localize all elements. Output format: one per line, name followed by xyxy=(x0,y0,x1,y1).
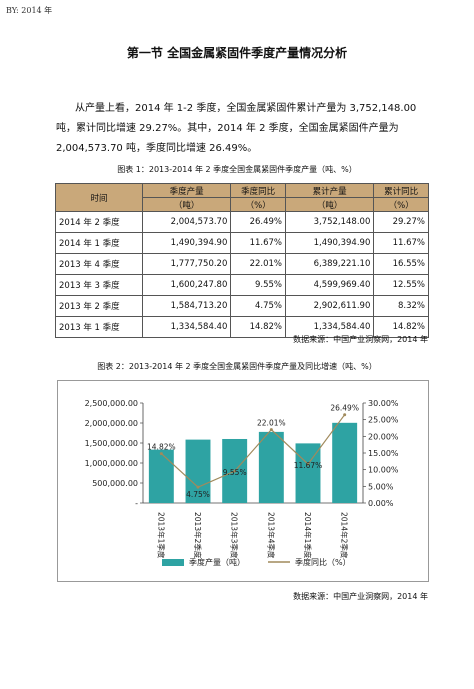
cell-time: 2014 年 1 季度 xyxy=(55,232,143,254)
bar xyxy=(185,439,211,503)
yoy-point xyxy=(159,452,163,456)
production-table: 时间 季度产量 季度同比 累计产量 累计同比 （吨） （%） （吨） （%） 2… xyxy=(55,183,429,338)
cell-time: 2013 年 1 季度 xyxy=(55,316,143,338)
yoy-point xyxy=(343,413,347,417)
header-unit: （吨） xyxy=(141,197,232,212)
byline: BY: 2014 年 xyxy=(6,6,53,15)
table-row: 2013 年 3 季度 1,600,247.80 9.55% 4,599,969.40… xyxy=(55,274,429,296)
yoy-line xyxy=(160,414,346,488)
intro-paragraph: 从产量上看，2014 年 1-2 季度，全国金属紧固件累计产量为 3,752,1… xyxy=(56,103,417,154)
right-axis-tick-label: 20.00% xyxy=(368,432,399,441)
table-row: 2013 年 1 季度 1,334,584.40 14.82% 1,334,584.4… xyxy=(55,316,429,338)
bar xyxy=(258,431,284,503)
legend-line-label: 季度同比（%） xyxy=(295,557,351,567)
legend-bar-label: 季度产量（吨） xyxy=(189,557,245,567)
header-quarter-output: 季度产量 xyxy=(141,183,232,198)
table-row: 2014 年 1 季度 1,490,394.90 11.67% 1,490,394.9… xyxy=(55,232,429,254)
cell-cumulative-yoy: 8.32% xyxy=(373,295,429,317)
x-category-label: 2014年1季度 xyxy=(303,512,313,559)
cell-quarter-yoy: 26.49% xyxy=(230,211,286,233)
cell-quarter-yoy: 22.01% xyxy=(230,253,286,275)
table-source: 数据来源：中国产业洞察网，2014 年 xyxy=(293,335,428,344)
left-axis-tick-label: 1,500,000.00 xyxy=(85,439,138,448)
right-axis-tick-label: 10.00% xyxy=(368,466,399,475)
cell-cumulative-output: 1,490,394.90 xyxy=(284,232,375,254)
x-category-label: 2013年2季度 xyxy=(193,512,203,559)
cell-quarter-output: 2,004,573.70 xyxy=(141,211,232,233)
right-axis-tick-label: 15.00% xyxy=(368,449,399,458)
yoy-data-label: 11.67% xyxy=(294,461,323,470)
x-category-label: 2013年1季度 xyxy=(156,512,166,559)
right-axis-tick-label: 25.00% xyxy=(368,416,399,425)
left-axis-tick-label: 1,000,000.00 xyxy=(85,459,138,468)
yoy-point xyxy=(233,469,237,473)
cell-cumulative-output: 4,599,969.40 xyxy=(284,274,375,296)
x-category-label: 2013年3季度 xyxy=(230,512,240,559)
cell-cumulative-output: 3,752,148.00 xyxy=(284,211,375,233)
cell-time: 2013 年 4 季度 xyxy=(55,253,143,275)
table-row: 2013 年 4 季度 1,777,750.20 22.01% 6,389,221.1… xyxy=(55,253,429,275)
cell-quarter-output: 1,600,247.80 xyxy=(141,274,232,296)
header-unit: （%） xyxy=(230,197,286,212)
bar xyxy=(148,449,174,503)
table-caption: 图表 1：2013-2014 年 2 季度全国金属紧固件季度产量（吨、%） xyxy=(117,165,357,174)
cell-cumulative-output: 1,334,584.40 xyxy=(284,316,375,338)
yoy-point xyxy=(196,485,200,489)
left-axis-tick-label: - xyxy=(135,499,138,508)
yoy-point xyxy=(306,462,310,466)
cell-quarter-output: 1,334,584.40 xyxy=(141,316,232,338)
right-axis-tick-label: 30.00% xyxy=(368,399,399,408)
cell-cumulative-yoy: 29.27% xyxy=(373,211,429,233)
header-unit: （吨） xyxy=(284,197,375,212)
cell-time: 2014 年 2 季度 xyxy=(55,211,143,233)
cell-quarter-yoy: 9.55% xyxy=(230,274,286,296)
yoy-data-label: 14.82% xyxy=(147,443,176,452)
cell-time: 2013 年 2 季度 xyxy=(55,295,143,317)
cell-quarter-output: 1,490,394.90 xyxy=(141,232,232,254)
yoy-data-label: 9.55% xyxy=(223,468,247,477)
left-axis-tick-label: 500,000.00 xyxy=(92,479,138,488)
header-cumulative-yoy: 累计同比 xyxy=(373,183,429,198)
table-header-row: 时间 季度产量 季度同比 累计产量 累计同比 xyxy=(55,183,429,212)
cell-cumulative-yoy: 14.82% xyxy=(373,316,429,338)
legend-bar-swatch xyxy=(162,559,184,566)
right-axis-tick-label: 5.00% xyxy=(368,482,394,491)
cell-quarter-output: 1,777,750.20 xyxy=(141,253,232,275)
header-time: 时间 xyxy=(55,183,143,212)
chart-source: 数据来源：中国产业洞察网，2014 年 xyxy=(293,592,428,601)
x-category-label: 2014年2季度 xyxy=(340,512,350,559)
cell-time: 2013 年 3 季度 xyxy=(55,274,143,296)
x-category-label: 2013年4季度 xyxy=(266,512,276,559)
cell-quarter-yoy: 11.67% xyxy=(230,232,286,254)
header-unit: （%） xyxy=(373,197,429,212)
cell-cumulative-output: 6,389,221.10 xyxy=(284,253,375,275)
header-cumulative-output: 累计产量 xyxy=(284,183,375,198)
cell-cumulative-yoy: 11.67% xyxy=(373,232,429,254)
left-axis-tick-label: 2,000,000.00 xyxy=(85,419,138,428)
table-row: 2014 年 2 季度 2,004,573.70 26.49% 3,752,148.0… xyxy=(55,211,429,233)
left-axis-tick-label: 2,500,000.00 xyxy=(85,399,138,408)
cell-cumulative-output: 2,902,611.90 xyxy=(284,295,375,317)
cell-cumulative-yoy: 16.55% xyxy=(373,253,429,275)
table-row: 2013 年 2 季度 1,584,713.20 4.75% 2,902,611.90… xyxy=(55,295,429,317)
right-axis-tick-label: 0.00% xyxy=(368,499,394,508)
yoy-data-label: 4.75% xyxy=(186,490,210,499)
chart-caption: 图表 2：2013-2014 年 2 季度全国金属紧固件季度产量及同比增速（吨、… xyxy=(97,362,377,371)
chart-frame: - 500,000.00 1,000,000.00 1,500,000.00 2,000… xyxy=(57,380,429,582)
cell-cumulative-yoy: 12.55% xyxy=(373,274,429,296)
section-title: 第一节 全国金属紧固件季度产量情况分析 xyxy=(126,46,348,60)
bar xyxy=(332,422,358,503)
header-quarter-yoy: 季度同比 xyxy=(230,183,286,198)
yoy-point xyxy=(269,428,273,432)
yoy-data-label: 22.01% xyxy=(257,419,286,428)
yoy-data-label: 26.49% xyxy=(330,404,359,413)
cell-quarter-output: 1,584,713.20 xyxy=(141,295,232,317)
combo-chart: - 500,000.00 1,000,000.00 1,500,000.00 2,000… xyxy=(85,399,399,567)
cell-quarter-yoy: 4.75% xyxy=(230,295,286,317)
cell-quarter-yoy: 14.82% xyxy=(230,316,286,338)
